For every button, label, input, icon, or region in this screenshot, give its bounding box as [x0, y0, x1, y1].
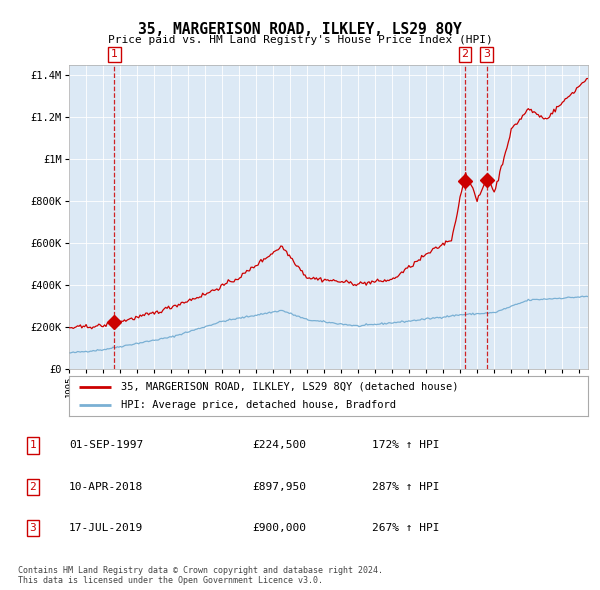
Text: 17-JUL-2019: 17-JUL-2019: [69, 523, 143, 533]
Text: 172% ↑ HPI: 172% ↑ HPI: [372, 441, 439, 450]
Text: £224,500: £224,500: [252, 441, 306, 450]
Text: 10-APR-2018: 10-APR-2018: [69, 482, 143, 491]
Text: HPI: Average price, detached house, Bradford: HPI: Average price, detached house, Brad…: [121, 400, 396, 410]
Text: 35, MARGERISON ROAD, ILKLEY, LS29 8QY: 35, MARGERISON ROAD, ILKLEY, LS29 8QY: [138, 22, 462, 37]
Text: 1: 1: [111, 50, 118, 60]
Text: 3: 3: [483, 50, 490, 60]
Text: £897,950: £897,950: [252, 482, 306, 491]
Text: Contains HM Land Registry data © Crown copyright and database right 2024.
This d: Contains HM Land Registry data © Crown c…: [18, 566, 383, 585]
Text: 35, MARGERISON ROAD, ILKLEY, LS29 8QY (detached house): 35, MARGERISON ROAD, ILKLEY, LS29 8QY (d…: [121, 382, 458, 392]
Text: 287% ↑ HPI: 287% ↑ HPI: [372, 482, 439, 491]
Text: 2: 2: [29, 482, 37, 491]
Text: 267% ↑ HPI: 267% ↑ HPI: [372, 523, 439, 533]
Text: Price paid vs. HM Land Registry's House Price Index (HPI): Price paid vs. HM Land Registry's House …: [107, 35, 493, 45]
Text: 3: 3: [29, 523, 37, 533]
Text: 01-SEP-1997: 01-SEP-1997: [69, 441, 143, 450]
Text: 2: 2: [461, 50, 469, 60]
Text: 1: 1: [29, 441, 37, 450]
Text: £900,000: £900,000: [252, 523, 306, 533]
